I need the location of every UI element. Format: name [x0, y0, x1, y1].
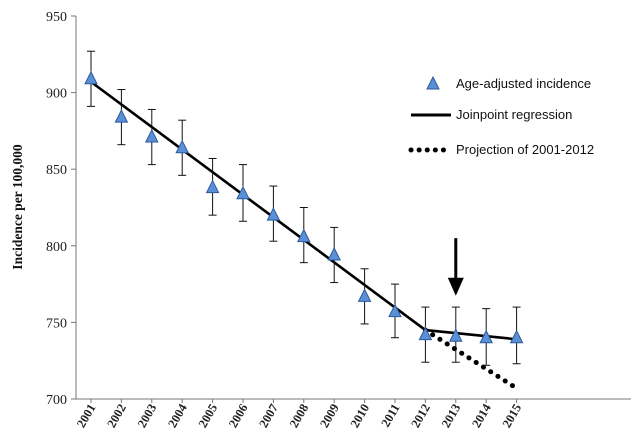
incidence-point — [327, 246, 342, 261]
axes — [75, 16, 631, 400]
incidence-point — [114, 108, 129, 123]
incidence-point — [418, 326, 433, 341]
y-tick-label: 850 — [46, 163, 67, 178]
incidence-point — [266, 207, 281, 221]
incidence-point — [84, 70, 98, 85]
incidence-point — [357, 288, 372, 302]
x-tick-label: 2005 — [196, 402, 221, 431]
incidence-point — [236, 185, 250, 200]
incidence-markers — [84, 70, 524, 344]
x-ticks: 2001 2002 2003 2004 2005 2006 2007 2008 2009 2010… — [74, 399, 524, 430]
annotations — [447, 238, 464, 296]
x-tick-label: 2006 — [226, 402, 251, 431]
x-tick-label: 2010 — [348, 402, 373, 431]
incidence-point — [205, 179, 220, 194]
incidence-point — [388, 303, 402, 318]
incidence-point — [509, 329, 524, 344]
x-tick-label: 2008 — [287, 402, 312, 431]
y-axis-label: Incidence per 100,000 — [10, 144, 25, 270]
legend: Age-adjusted incidence Joinpoint regress… — [408, 75, 594, 157]
incidence-point — [144, 128, 159, 143]
y-tick-label: 950 — [46, 10, 67, 25]
legend-label-regression: Joinpoint regression — [456, 107, 572, 122]
x-tick-label: 2003 — [135, 402, 160, 431]
x-tick-label: 2013 — [439, 402, 464, 431]
legend-label-projection: Projection of 2001-2012 — [456, 142, 594, 157]
x-tick-label: 2012 — [408, 402, 433, 431]
incidence-point — [296, 228, 311, 243]
y-ticks: 700 750 800 850 900 950 — [46, 10, 76, 408]
projection-series — [422, 327, 520, 391]
y-tick-label: 900 — [46, 87, 67, 102]
projection-line — [422, 327, 520, 391]
error-bars — [87, 50, 521, 366]
x-tick-label: 2014 — [469, 401, 494, 430]
y-tick-label: 750 — [46, 316, 67, 331]
incidence-point — [448, 328, 463, 342]
y-tick-label: 700 — [46, 393, 67, 408]
x-tick-label: 2004 — [165, 401, 190, 430]
x-tick-label: 2009 — [317, 402, 342, 431]
legend-label-incidence: Age-adjusted incidence — [456, 76, 591, 91]
x-tick-label: 2015 — [500, 402, 525, 431]
x-tick-label: 2007 — [256, 402, 281, 431]
x-tick-label: 2001 — [74, 402, 99, 431]
y-tick-label: 800 — [46, 240, 67, 255]
annotation-arrow-head — [447, 277, 464, 296]
x-tick-label: 2002 — [104, 402, 129, 431]
incidence-point — [479, 329, 494, 344]
incidence-point — [175, 139, 190, 154]
legend-triangle-marker — [426, 75, 440, 90]
x-tick-label: 2011 — [378, 402, 402, 430]
